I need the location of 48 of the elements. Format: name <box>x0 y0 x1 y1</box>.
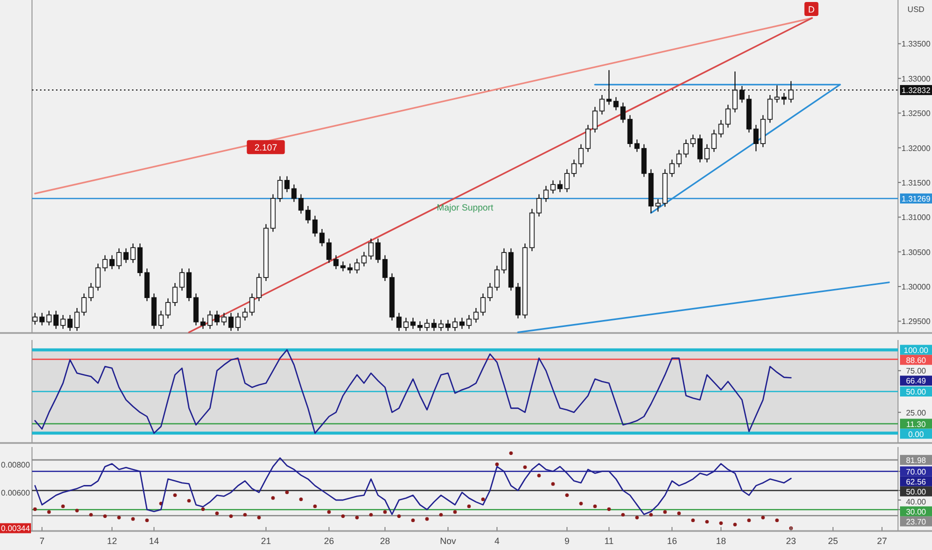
y-tick-label: 75.00 <box>906 366 927 376</box>
y2-tick-label: 50.00 <box>906 487 927 496</box>
y-tick-label: 25.00 <box>906 408 927 418</box>
y-tick-label: 1.33500 <box>902 40 932 49</box>
x-tick-label: 12 <box>106 536 118 546</box>
ref-line-label: 1.31269 <box>902 194 932 204</box>
ref-line-label: 50.00 <box>906 388 927 396</box>
annotation: Major Support <box>436 202 494 212</box>
text: USD <box>908 5 925 14</box>
x-tick-label: 16 <box>666 536 678 546</box>
x-tick-label: 4 <box>494 536 500 546</box>
ref-line-label: 81.98 <box>906 456 927 465</box>
y-tick-label: 1.32000 <box>902 144 932 153</box>
ref-line-label: 100.00 <box>904 346 929 355</box>
x-tick-label: 14 <box>148 536 160 546</box>
y-tick-label: 1.30000 <box>902 282 932 292</box>
x-tick-label: 9 <box>564 536 570 546</box>
text: 66.49 <box>906 376 927 386</box>
x-tick-label: Nov <box>440 536 456 546</box>
y-tick-label: 1.30500 <box>902 248 932 257</box>
x-tick-label: 11 <box>604 536 614 546</box>
ref-line-label: 23.70 <box>906 517 927 526</box>
ref-line-label: 11.30 <box>906 420 926 429</box>
y-tick-label: 0.00800 <box>1 460 31 470</box>
y2-tick-label: 30.00 <box>906 507 927 516</box>
y-tick-label: 1.31000 <box>902 213 932 222</box>
text: 0.00344 <box>1 524 31 534</box>
y-tick-label: 1.32500 <box>902 109 932 118</box>
x-tick-label: 27 <box>876 536 888 546</box>
x-tick-label: 26 <box>324 536 334 546</box>
text: 62.56 <box>906 477 927 486</box>
y-tick-label: 0.00600 <box>1 488 31 498</box>
ref-line-label: 1.32832 <box>902 86 932 96</box>
y-tick-label: 1.33000 <box>902 74 932 84</box>
ref-line-label: 0.00 <box>908 430 924 439</box>
x-tick-label: 23 <box>786 536 796 546</box>
y-tick-label: 1.31500 <box>902 178 932 188</box>
annotation: 2.107 <box>254 142 278 153</box>
x-tick-label: 7 <box>39 536 45 546</box>
annotation: D <box>808 4 816 15</box>
y2-tick-label: 70.00 <box>906 467 927 476</box>
x-tick-label: 18 <box>716 536 726 546</box>
ref-line-label: 88.60 <box>906 356 927 365</box>
y2-tick-label: 40.00 <box>906 497 927 506</box>
x-tick-label: 21 <box>260 536 272 546</box>
x-tick-label: 28 <box>380 536 390 546</box>
y-tick-label: 1.29500 <box>902 317 932 326</box>
x-tick-label: 25 <box>828 536 838 546</box>
